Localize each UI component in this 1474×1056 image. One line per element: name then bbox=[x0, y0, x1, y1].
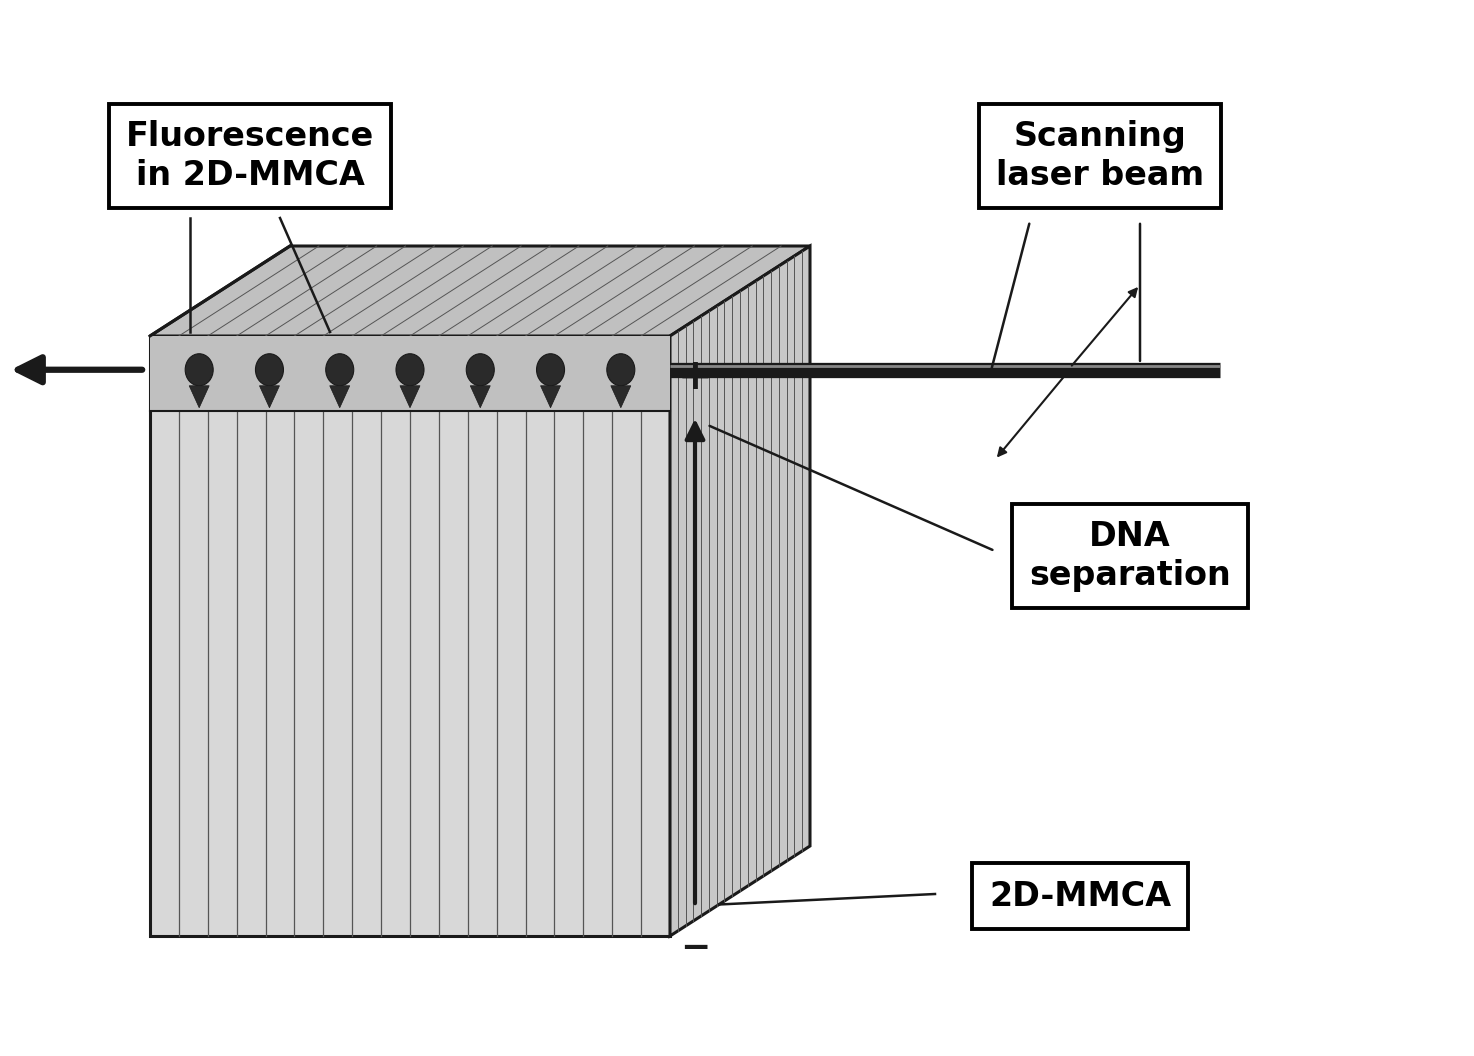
Ellipse shape bbox=[186, 354, 214, 385]
Bar bbox=[150, 336, 671, 411]
Polygon shape bbox=[399, 385, 420, 408]
Ellipse shape bbox=[607, 354, 635, 385]
Ellipse shape bbox=[537, 354, 565, 385]
Text: −: − bbox=[680, 931, 710, 965]
Polygon shape bbox=[610, 385, 631, 408]
Ellipse shape bbox=[255, 354, 283, 385]
Text: Scanning
laser beam: Scanning laser beam bbox=[996, 120, 1204, 191]
Polygon shape bbox=[330, 385, 349, 408]
Ellipse shape bbox=[466, 354, 494, 385]
Bar bbox=[150, 336, 671, 936]
Polygon shape bbox=[541, 385, 560, 408]
Polygon shape bbox=[259, 385, 280, 408]
Polygon shape bbox=[470, 385, 491, 408]
Polygon shape bbox=[150, 246, 811, 336]
Ellipse shape bbox=[397, 354, 425, 385]
Text: 2D-MMCA: 2D-MMCA bbox=[989, 880, 1170, 912]
Polygon shape bbox=[189, 385, 209, 408]
Text: +: + bbox=[678, 356, 712, 398]
Text: DNA
separation: DNA separation bbox=[1029, 521, 1231, 591]
Ellipse shape bbox=[326, 354, 354, 385]
Text: Fluorescence
in 2D-MMCA: Fluorescence in 2D-MMCA bbox=[125, 120, 374, 191]
Polygon shape bbox=[671, 246, 811, 936]
